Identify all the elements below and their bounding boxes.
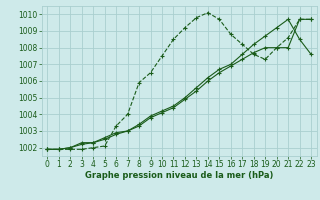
X-axis label: Graphe pression niveau de la mer (hPa): Graphe pression niveau de la mer (hPa) xyxy=(85,171,273,180)
